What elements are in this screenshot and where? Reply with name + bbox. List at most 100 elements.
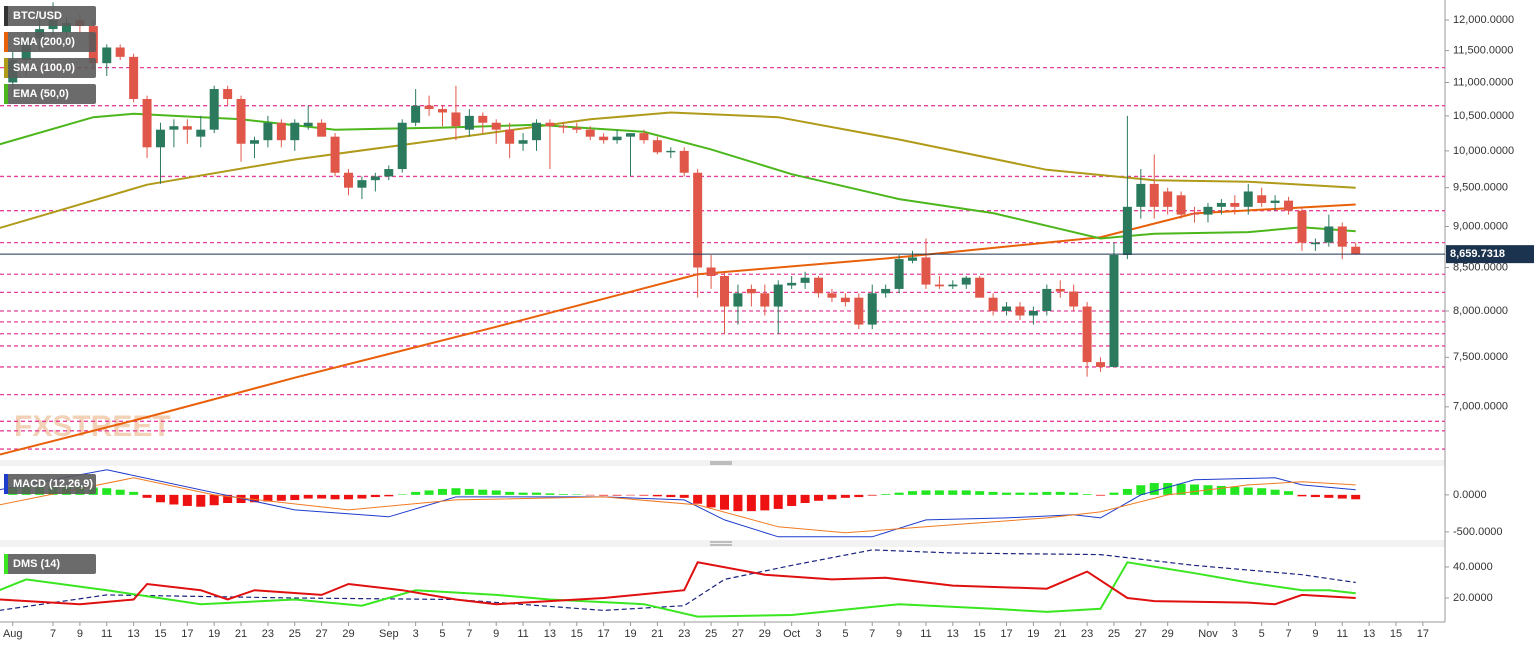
x-tick-label: 29 <box>759 628 771 640</box>
candle-body <box>478 115 488 123</box>
histogram-bar <box>330 494 340 500</box>
histogram-bar <box>746 494 756 512</box>
legend-box <box>4 58 96 78</box>
candle-body <box>532 122 542 141</box>
histogram-bar <box>706 494 716 508</box>
candle-body <box>1149 183 1159 207</box>
histogram-bar <box>1257 488 1267 495</box>
legend-item: BTC/USD <box>4 6 96 26</box>
x-tick-label: 11 <box>1337 628 1348 640</box>
legend-swatch <box>4 32 8 52</box>
x-tick-label: 21 <box>651 628 663 640</box>
histogram-bar <box>1069 492 1079 495</box>
y-tick-label: 0.0000 <box>1453 489 1487 501</box>
histogram-bar <box>894 492 904 495</box>
x-tick-label: 27 <box>1135 628 1147 640</box>
x-tick-label: 15 <box>154 628 166 640</box>
y-tick-label: 20.0000 <box>1453 592 1493 604</box>
candle-body <box>908 257 918 261</box>
candle-body <box>746 288 756 294</box>
candle-body <box>317 122 327 137</box>
legend-label: SMA (100,0) <box>13 62 75 74</box>
x-tick-label: Aug <box>3 628 23 640</box>
candle-body <box>303 122 313 127</box>
histogram-bar <box>155 494 165 503</box>
x-tick-label: 27 <box>316 628 328 640</box>
x-tick-label: 13 <box>947 628 959 640</box>
histogram-bar <box>652 494 662 497</box>
histogram-bar <box>1176 483 1186 495</box>
candle-body <box>733 293 743 307</box>
legend-box <box>4 554 96 574</box>
candle-body <box>988 297 998 312</box>
histogram-bar <box>451 488 461 495</box>
histogram-bar <box>1230 486 1240 495</box>
histogram-bar <box>1163 483 1173 495</box>
histogram-bar <box>115 489 125 495</box>
candle-body <box>1109 254 1119 367</box>
legend-swatch <box>4 554 8 574</box>
histogram-bar <box>1149 483 1159 495</box>
candle-body <box>1284 200 1294 211</box>
histogram-bar <box>478 489 488 495</box>
legend-swatch <box>4 6 8 26</box>
panel-separator[interactable] <box>0 460 1445 466</box>
candle-body <box>1096 362 1106 367</box>
y-tick-label: 11,000.0000 <box>1453 76 1513 88</box>
candle-body <box>129 56 139 99</box>
histogram-bar <box>1190 484 1200 495</box>
y-tick-label: 11,500.0000 <box>1453 44 1513 56</box>
histogram-bar <box>720 494 730 510</box>
histogram-bar <box>545 493 555 495</box>
histogram-bar <box>827 494 837 500</box>
candle-body <box>814 277 824 294</box>
candle-body <box>1122 206 1132 255</box>
candle-body <box>330 136 340 173</box>
histogram-bar <box>814 494 824 501</box>
histogram-bar <box>411 491 421 495</box>
x-tick-label: 5 <box>1259 628 1265 640</box>
histogram-bar <box>585 494 595 496</box>
histogram-bar <box>666 494 676 498</box>
histogram-bar <box>1337 494 1347 499</box>
histogram-bar <box>1109 492 1119 495</box>
candle-body <box>854 297 864 325</box>
histogram-bar <box>599 494 609 496</box>
candle-body <box>706 267 716 276</box>
histogram-bar <box>384 494 394 497</box>
candle-body <box>787 282 797 286</box>
candle-body <box>585 129 595 137</box>
histogram-bar <box>1015 492 1025 495</box>
x-tick-label: 11 <box>517 628 528 640</box>
candle-body <box>948 284 958 287</box>
histogram-bar <box>1310 494 1320 498</box>
candle-body <box>1028 311 1038 316</box>
candle-body <box>142 98 152 148</box>
legend: BTC/USD SMA (200,0) SMA (100,0) EMA (50,0) <box>4 6 96 104</box>
histogram-bar <box>303 494 313 499</box>
legend-item: SMA (200,0) <box>4 32 96 52</box>
panel-separator[interactable] <box>0 540 1445 547</box>
legend-label: MACD (12,26,9) <box>13 478 93 490</box>
candle-body <box>572 127 582 130</box>
histogram-bar <box>1096 494 1106 496</box>
x-tick-label: 27 <box>732 628 744 640</box>
candle-body <box>223 89 233 99</box>
histogram-bar <box>223 494 233 503</box>
legend-box <box>4 6 96 26</box>
candle-body <box>1297 210 1307 243</box>
histogram-bar <box>129 491 139 495</box>
x-tick-label: 25 <box>289 628 301 640</box>
candle-body <box>1002 306 1012 312</box>
x-tick-label: Sep <box>379 628 399 640</box>
legend-item: SMA (100,0) <box>4 58 96 78</box>
candle-body <box>115 47 125 57</box>
histogram-bar <box>1284 491 1294 495</box>
histogram-bar <box>988 491 998 495</box>
candle-body <box>545 122 555 127</box>
legend-swatch <box>4 84 8 104</box>
moving-average <box>0 112 1356 240</box>
